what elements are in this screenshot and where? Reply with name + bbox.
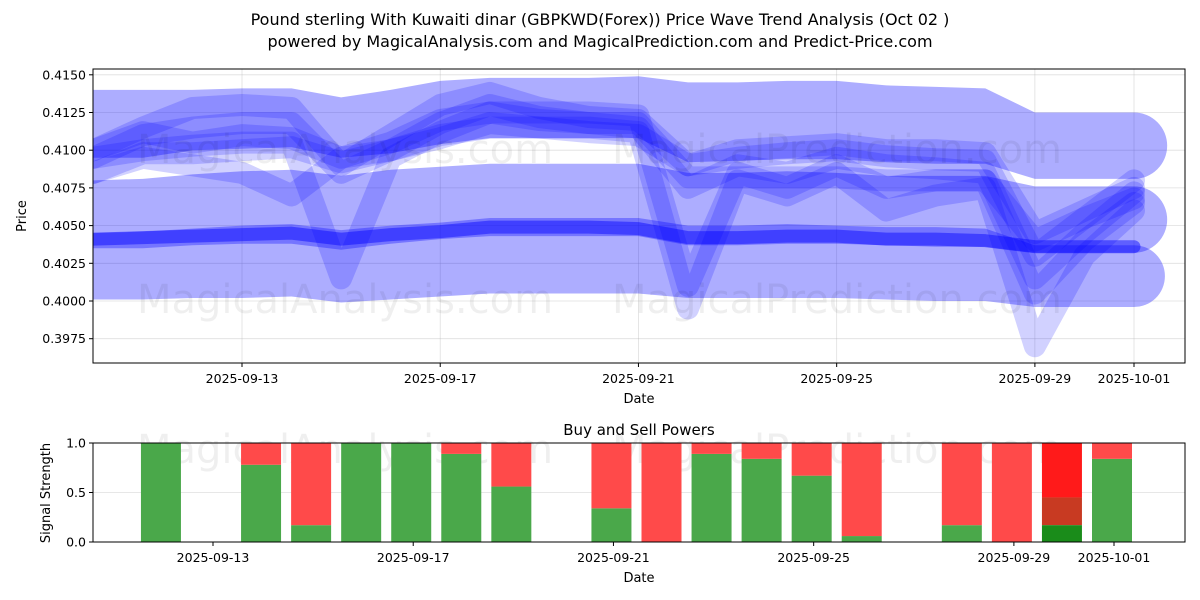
- buy-bar: [491, 486, 532, 542]
- sell-bar: [291, 443, 332, 526]
- price-x-tick-label: 2025-09-21: [602, 371, 675, 386]
- watermark-text: MagicalAnalysis.com: [137, 127, 553, 173]
- price-band-cap-0: [1134, 112, 1168, 179]
- price-band-0: [93, 76, 1134, 179]
- buy-bar: [291, 525, 332, 542]
- power-y-tick-label: 1.0: [66, 436, 86, 451]
- buy-bar: [241, 464, 282, 542]
- sell-bar: [591, 443, 632, 509]
- power-x-tick-label: 2025-09-21: [577, 550, 650, 565]
- price-y-tick-label: 0.3975: [42, 331, 86, 346]
- price-band-1: [93, 163, 1134, 253]
- price-y-ticks: 0.3975 0.4000 0.4025 0.4050 0.4075 0.4100 0.41…: [42, 67, 93, 346]
- price-y-tick-label: 0.4150: [42, 67, 86, 82]
- price-plot-frame: [92, 68, 1186, 364]
- price-y-tick-label: 0.4050: [42, 218, 86, 233]
- watermark-layer: MagicalAnalysis.com MagicalPrediction.com…: [137, 127, 1062, 323]
- price-x-tick-label: 2025-09-17: [404, 371, 477, 386]
- buy-bar: [741, 458, 782, 542]
- sell-bar: [441, 443, 482, 454]
- price-wave-7: [93, 101, 1145, 252]
- price-y-tick-label: 0.4125: [42, 105, 86, 120]
- price-wave-9: [93, 116, 1145, 358]
- chart-title: Pound sterling With Kuwaiti dinar (GBPKW…: [250, 10, 950, 29]
- price-wave-8: [93, 101, 1145, 305]
- buy-bar: [591, 508, 632, 542]
- buy-bar: [791, 475, 832, 542]
- price-y-tick-label: 0.4100: [42, 143, 86, 158]
- sell-bar: [641, 443, 682, 542]
- buy-bar: [441, 453, 482, 542]
- power-x-tick-label: 2025-10-01: [1078, 550, 1151, 565]
- price-band-group: [93, 76, 1168, 358]
- sell-bar: [1041, 443, 1082, 498]
- watermark-text: MagicalPrediction.com: [612, 427, 1062, 473]
- power-x-tick-label: 2025-09-13: [177, 550, 250, 565]
- buy-bar: [1092, 458, 1132, 542]
- price-x-ticks: 2025-09-13 2025-09-17 2025-09-21 2025-09-25…: [206, 363, 1171, 386]
- watermark-text: MagicalAnalysis.com: [137, 277, 553, 323]
- power-y-tick-label: 0.0: [66, 535, 86, 550]
- power-x-tick-label: 2025-09-17: [377, 550, 450, 565]
- sell-bar: [941, 443, 982, 526]
- price-y-tick-label: 0.4025: [42, 256, 86, 271]
- price-y-label: Price: [15, 200, 30, 232]
- sell-bar: [741, 443, 782, 459]
- sell-bar: [491, 443, 532, 487]
- sell-bar: [1092, 443, 1132, 459]
- buy-bar: [391, 443, 432, 542]
- power-x-tick-label: 2025-09-29: [978, 550, 1051, 565]
- price-wave-4: [93, 81, 1145, 267]
- price-x-tick-label: 2025-09-25: [800, 371, 873, 386]
- sell-bar: [241, 443, 282, 465]
- price-trend-line: [93, 220, 1141, 254]
- sell-bar: [991, 443, 1032, 542]
- price-x-tick-label: 2025-10-01: [1098, 371, 1171, 386]
- power-x-tick-label: 2025-09-25: [777, 550, 850, 565]
- price-x-label: Date: [623, 392, 654, 407]
- price-wave-6: [93, 112, 1145, 245]
- buy-bar: [1041, 525, 1082, 542]
- chart-subtitle: powered by MagicalAnalysis.com and Magic…: [267, 32, 933, 51]
- power-x-ticks: 2025-09-13 2025-09-17 2025-09-21 2025-09-25…: [177, 542, 1151, 565]
- price-x-tick-label: 2025-09-29: [999, 371, 1072, 386]
- price-band-2: [93, 218, 1134, 308]
- sell-bar: [841, 443, 882, 537]
- buy-bar: [341, 443, 382, 542]
- price-wave-5: [93, 93, 1145, 290]
- price-y-tick-label: 0.4000: [42, 294, 86, 309]
- price-band-cap-1: [1134, 186, 1168, 253]
- price-y-tick-label: 0.4075: [42, 180, 86, 195]
- watermark-text: MagicalPrediction.com: [612, 277, 1062, 323]
- watermark-text: MagicalPrediction.com: [612, 127, 1062, 173]
- power-y-tick-label: 0.5: [66, 485, 86, 500]
- overlap-bar: [1041, 497, 1082, 526]
- power-chart-title: Buy and Sell Powers: [563, 421, 715, 439]
- buy-bar: [140, 443, 181, 542]
- buy-bar: [941, 525, 982, 542]
- power-y-ticks: 0.0 0.5 1.0: [66, 436, 93, 550]
- power-bars: [140, 443, 1132, 542]
- price-band-cap-2: [1134, 245, 1165, 308]
- price-grid: [93, 69, 1185, 363]
- buy-bar: [691, 453, 732, 542]
- power-x-label: Date: [623, 571, 654, 586]
- price-x-tick-label: 2025-09-13: [206, 371, 279, 386]
- power-y-label: Signal Strength: [39, 443, 54, 543]
- price-bands: [93, 76, 1168, 358]
- sell-bar: [691, 443, 732, 454]
- buy-bar: [841, 536, 882, 542]
- sell-bar: [791, 443, 832, 476]
